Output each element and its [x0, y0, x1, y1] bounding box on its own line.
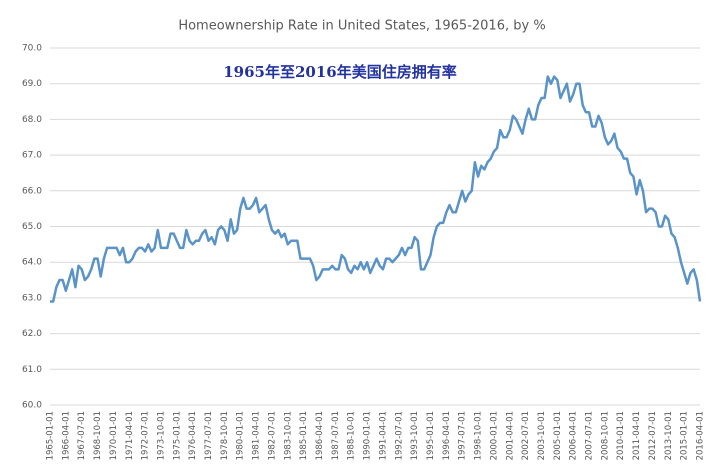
- x-tick-label: 2003-10-01: [537, 411, 547, 460]
- y-tick-label: 63.0: [22, 293, 42, 303]
- x-tick-label: 1975-01-01: [172, 411, 182, 460]
- x-tick-label: 1995-01-01: [426, 411, 436, 460]
- x-tick-label: 1987-07-01: [331, 411, 341, 460]
- x-tick-label: 2002-07-01: [521, 411, 531, 460]
- x-tick-label: 1968-10-01: [93, 411, 103, 460]
- x-tick-label: 1998-10-01: [474, 411, 484, 460]
- x-tick-label: 2001-04-01: [505, 411, 515, 460]
- x-tick-label: 1970-01-01: [109, 411, 119, 460]
- y-tick-label: 61.0: [22, 365, 42, 375]
- x-tick-label: 1988-10-01: [347, 411, 357, 460]
- x-tick-label: 1977-07-01: [204, 411, 214, 460]
- chart-title: Homeownership Rate in United States, 196…: [178, 19, 545, 34]
- y-tick-label: 60.0: [22, 401, 42, 411]
- line-series: [50, 75, 702, 303]
- x-tick-label: 1982-07-01: [267, 411, 277, 460]
- x-tick-label: 2008-10-01: [600, 411, 610, 460]
- x-tick-label: 1972-07-01: [141, 411, 151, 460]
- x-tick-label: 1992-07-01: [394, 411, 404, 460]
- y-tick-label: 62.0: [22, 329, 42, 339]
- x-tick-label: 2010-01-01: [616, 411, 626, 460]
- x-tick-label: 1967-07-01: [77, 411, 87, 460]
- x-tick-label: 1973-10-01: [156, 411, 166, 460]
- x-tick-label: 1978-10-01: [220, 411, 230, 460]
- y-tick-label: 64.0: [22, 258, 42, 268]
- y-tick-label: 69.0: [22, 79, 42, 89]
- x-tick-label: 1966-04-01: [61, 411, 71, 460]
- x-tick-label: 1996-04-01: [442, 411, 452, 460]
- x-tick-label: 1976-04-01: [188, 411, 198, 460]
- y-tick-label: 65.0: [22, 222, 42, 232]
- y-tick-label: 70.0: [22, 44, 42, 54]
- y-tick-label: 67.0: [22, 151, 42, 161]
- x-tick-label: 1986-04-01: [315, 411, 325, 460]
- x-tick-label: 2015-01-01: [680, 411, 690, 460]
- x-tick-label: 2007-07-01: [585, 411, 595, 460]
- x-tick-label: 2012-07-01: [648, 411, 658, 460]
- chart-subtitle: 1965年至2016年美国住房拥有率: [223, 63, 457, 81]
- y-tick-label: 66.0: [22, 186, 42, 196]
- x-tick-label: 1965-01-01: [46, 411, 56, 460]
- x-tick-label: 2005-01-01: [553, 411, 563, 460]
- x-tick-label: 1981-04-01: [252, 411, 262, 460]
- x-tick-label: 1991-04-01: [378, 411, 388, 460]
- x-tick-label: 1997-07-01: [458, 411, 468, 460]
- x-tick-label: 2000-01-01: [489, 411, 499, 460]
- y-tick-label: 68.0: [22, 115, 42, 125]
- x-tick-label: 1980-01-01: [236, 411, 246, 460]
- x-tick-label: 1971-04-01: [125, 411, 135, 460]
- x-tick-label: 2006-04-01: [569, 411, 579, 460]
- x-tick-label: 2013-10-01: [664, 411, 674, 460]
- x-tick-label: 1993-10-01: [410, 411, 420, 460]
- x-tick-label: 2011-04-01: [632, 411, 642, 460]
- x-tick-label: 2016-04-01: [696, 411, 706, 460]
- x-tick-label: 1983-10-01: [283, 411, 293, 460]
- x-tick-label: 1985-01-01: [299, 411, 309, 460]
- x-tick-label: 1990-01-01: [363, 411, 373, 460]
